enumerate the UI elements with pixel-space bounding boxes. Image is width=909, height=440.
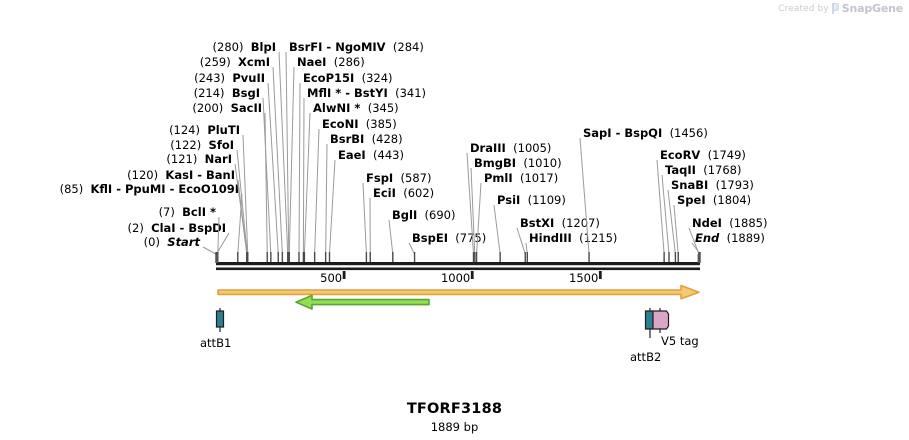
page-title: TFORF3188 (406, 401, 503, 417)
ruler-tick-label-1000: 1000 (440, 271, 471, 285)
leader-line (362, 182, 367, 255)
site-label-psii[interactable]: PsiI (1109) (497, 193, 566, 207)
leader-line (408, 242, 416, 255)
site-label-mfli[interactable]: MflI * - BstYI (341) (307, 86, 427, 100)
ruler-tick-label-500: 500 (320, 271, 343, 285)
ruler-ticks (342, 271, 602, 279)
construct-length: 1889 bp (430, 420, 479, 434)
leader-line (466, 152, 475, 255)
leader-line (470, 167, 476, 255)
site-label-spei[interactable]: SpeI (1804) (677, 193, 752, 207)
site-label-end[interactable]: End (1889) (695, 231, 765, 245)
leader-line (216, 232, 230, 255)
leader-line (278, 51, 289, 255)
leader-line (476, 182, 482, 255)
leader-lines (202, 51, 701, 255)
site-label-pvuii[interactable]: (243) PvuII (194, 71, 265, 85)
leader-line (388, 219, 394, 255)
snapgene-logo-icon (831, 3, 839, 14)
leader-line (493, 204, 501, 255)
site-label-draiii[interactable]: DraIII (1005) (470, 141, 552, 155)
site-label-pluti[interactable]: (124) PluTI (169, 123, 240, 137)
site-label-kfli[interactable]: (85) KflI - PpuMI - EcoO109I (59, 182, 239, 196)
feature-reverse-arrow[interactable] (295, 294, 430, 310)
leader-line (285, 51, 290, 255)
site-label-sapi[interactable]: SapI - BspQI (1456) (583, 126, 708, 140)
site-label-econi[interactable]: EcoNI (385) (322, 117, 397, 131)
leader-line (314, 128, 320, 255)
site-label-bsrfi[interactable]: BsrFI - NgoMIV (284) (289, 40, 424, 54)
site-label-bsrbi[interactable]: BsrBI (428) (330, 132, 403, 146)
site-label-sacii[interactable]: (200) SacII (192, 101, 262, 115)
site-label-eaei[interactable]: EaeI (443) (338, 148, 404, 162)
feature-label-v5tag: V5 tag (661, 334, 699, 348)
site-label-ecii[interactable]: EciI (602) (373, 186, 435, 200)
watermark-prefix: Created by (778, 3, 829, 14)
feature-v5tag-glyph[interactable] (652, 308, 670, 333)
site-label-bspei[interactable]: BspEI (775) (412, 231, 487, 245)
site-label-snabi[interactable]: SnaBI (1793) (671, 178, 754, 192)
leader-line (272, 66, 283, 255)
site-label-bcli[interactable]: (7) BclI * (158, 205, 216, 219)
leader-line (325, 143, 328, 255)
site-label-bsgi[interactable]: (214) BsgI (193, 86, 260, 100)
site-tickmarks (215, 252, 701, 263)
site-label-alwni[interactable]: AlwNI * (345) (313, 101, 399, 115)
ruler-tick (342, 271, 346, 279)
ruler-tick (470, 271, 474, 279)
leader-line (303, 112, 311, 255)
leader-line (234, 163, 248, 255)
site-label-pmli[interactable]: PmlI (1017) (484, 171, 559, 185)
site-label-blpi[interactable]: (280) BlpI (212, 40, 276, 54)
site-label-hindiii[interactable]: HindIII (1215) (529, 231, 618, 245)
site-label-clai[interactable]: (2) ClaI - BspDI (127, 221, 226, 235)
snapgene-watermark: Created by SnapGene (778, 2, 903, 15)
site-label-ecorv[interactable]: EcoRV (1749) (660, 148, 746, 162)
watermark-brand: SnapGene (841, 2, 903, 15)
site-label-nari[interactable]: (121) NarI (166, 152, 232, 166)
ruler-tick-label-1500: 1500 (569, 271, 599, 285)
leader-line (667, 189, 676, 255)
leader-line (329, 159, 336, 255)
site-label-naei[interactable]: NaeI (286) (297, 55, 365, 69)
sequence-backbone (216, 254, 700, 271)
leader-line (267, 82, 279, 255)
site-label-kasi[interactable]: (120) KasI - BanI (127, 168, 235, 182)
leader-line (262, 97, 272, 255)
leader-line (217, 216, 220, 255)
site-label-bgli[interactable]: BglI (690) (392, 208, 456, 222)
leader-line (516, 227, 526, 255)
site-label-ecop15i[interactable]: EcoP15I (324) (303, 71, 393, 85)
site-label-ndei[interactable]: NdeI (1885) (692, 216, 768, 230)
site-label-sfoi[interactable]: (122) SfoI (170, 138, 234, 152)
feature-label-attB2: attB2 (630, 350, 662, 364)
feature-orf-arrow[interactable] (217, 284, 700, 300)
feature-label-attB1: attB1 (200, 336, 232, 350)
leader-line (656, 159, 665, 255)
leader-line (298, 82, 301, 255)
leader-line (673, 204, 679, 255)
site-label-fspi[interactable]: FspI (587) (366, 171, 432, 185)
site-label-bstxi[interactable]: BstXI (1207) (520, 216, 600, 230)
leader-line (288, 66, 295, 255)
leader-line (302, 97, 305, 255)
leader-line (661, 174, 670, 255)
ruler-tick (598, 271, 602, 279)
site-label-taqii[interactable]: TaqII (1768) (665, 163, 742, 177)
leader-line (242, 134, 249, 255)
leader-line (579, 137, 590, 255)
feature-attB2-glyph[interactable] (644, 308, 654, 338)
leader-line (236, 149, 248, 255)
site-label-bmgbi[interactable]: BmgBI (1010) (474, 156, 562, 170)
site-label-xcmi[interactable]: (259) XcmI (199, 55, 270, 69)
leader-line (202, 246, 217, 255)
restriction-site-labels: (0) Start (2) ClaI - BspDI (7) BclI * (85) … (59, 40, 768, 249)
site-label-start[interactable]: (0) Start (143, 235, 200, 249)
feature-attB1-glyph[interactable] (215, 308, 225, 332)
